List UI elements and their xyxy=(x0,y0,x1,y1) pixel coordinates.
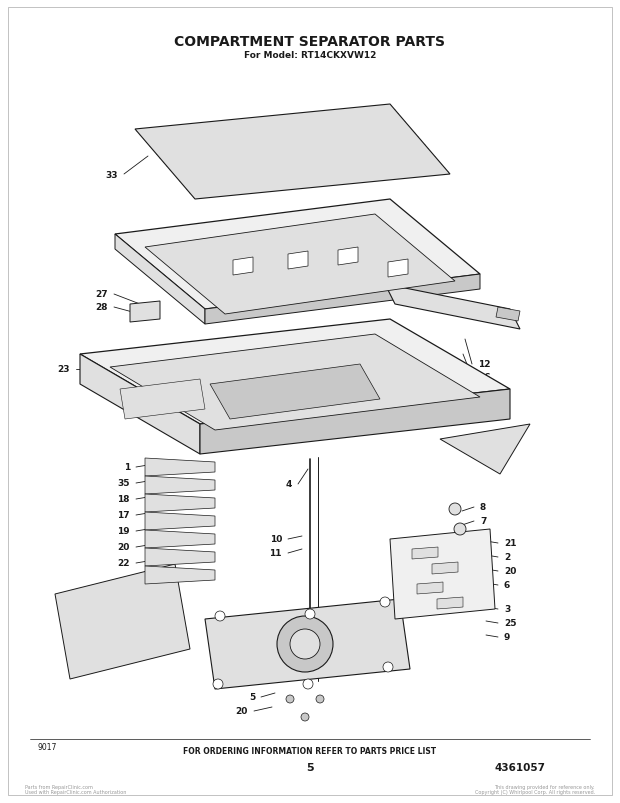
Text: 20: 20 xyxy=(504,567,516,576)
Polygon shape xyxy=(145,476,215,495)
Circle shape xyxy=(380,597,390,607)
Text: 3: 3 xyxy=(504,605,510,613)
Polygon shape xyxy=(145,459,215,476)
Text: COMPARTMENT SEPARATOR PARTS: COMPARTMENT SEPARATOR PARTS xyxy=(174,35,446,49)
Text: 33: 33 xyxy=(105,170,118,179)
Text: 18: 18 xyxy=(118,495,130,503)
Circle shape xyxy=(383,662,393,672)
Text: 7: 7 xyxy=(480,517,486,526)
Text: 12: 12 xyxy=(478,360,490,369)
Text: 9017: 9017 xyxy=(38,743,58,752)
Circle shape xyxy=(286,695,294,703)
Polygon shape xyxy=(385,284,520,329)
Polygon shape xyxy=(145,512,215,530)
Text: 4: 4 xyxy=(286,480,292,489)
Polygon shape xyxy=(338,247,358,266)
Text: 9: 9 xyxy=(504,633,510,642)
Text: 1: 1 xyxy=(124,463,130,472)
Polygon shape xyxy=(145,495,215,512)
Text: 21: 21 xyxy=(504,539,516,548)
Polygon shape xyxy=(412,548,438,560)
Polygon shape xyxy=(288,251,308,270)
Text: 19: 19 xyxy=(117,527,130,536)
Polygon shape xyxy=(145,530,215,548)
Polygon shape xyxy=(390,529,495,619)
Polygon shape xyxy=(80,320,510,425)
Polygon shape xyxy=(210,365,380,419)
Text: 16: 16 xyxy=(478,373,490,382)
Text: 35: 35 xyxy=(118,479,130,488)
Polygon shape xyxy=(130,302,160,323)
Circle shape xyxy=(277,616,333,672)
Text: 6: 6 xyxy=(504,581,510,589)
Text: 10: 10 xyxy=(270,535,282,544)
Polygon shape xyxy=(437,597,463,609)
Polygon shape xyxy=(110,335,480,430)
Text: Parts from RepairClinic.com
Used with RepairClinic.com Authorization: Parts from RepairClinic.com Used with Re… xyxy=(25,784,126,794)
Text: 11: 11 xyxy=(270,548,282,558)
Circle shape xyxy=(303,679,313,689)
Circle shape xyxy=(301,713,309,721)
Text: 25: 25 xyxy=(504,619,516,628)
Polygon shape xyxy=(432,562,458,574)
Text: 17: 17 xyxy=(117,511,130,520)
Text: This drawing provided for reference only.
Copyright (C) Whirlpool Corp. All righ: This drawing provided for reference only… xyxy=(475,784,595,794)
Polygon shape xyxy=(440,425,530,475)
Polygon shape xyxy=(200,389,510,454)
Text: 8: 8 xyxy=(480,503,486,512)
Polygon shape xyxy=(145,566,215,585)
Polygon shape xyxy=(115,200,480,310)
Text: 27: 27 xyxy=(95,290,108,300)
Text: 26: 26 xyxy=(498,435,510,444)
Polygon shape xyxy=(145,548,215,566)
Polygon shape xyxy=(145,214,455,315)
Text: 5: 5 xyxy=(249,693,255,702)
Text: 20: 20 xyxy=(118,543,130,552)
Text: 20: 20 xyxy=(236,707,248,715)
Text: 22: 22 xyxy=(118,559,130,568)
Circle shape xyxy=(316,695,324,703)
Polygon shape xyxy=(205,275,480,324)
Polygon shape xyxy=(55,565,190,679)
Text: 23: 23 xyxy=(58,365,70,374)
Text: 28: 28 xyxy=(95,303,108,312)
Text: 4361057: 4361057 xyxy=(495,762,546,772)
Text: For Model: RT14CKXVW12: For Model: RT14CKXVW12 xyxy=(244,51,376,59)
Text: ReplacementParts.com: ReplacementParts.com xyxy=(246,369,374,378)
Polygon shape xyxy=(135,105,450,200)
Polygon shape xyxy=(120,380,205,419)
Polygon shape xyxy=(115,234,205,324)
Text: 14: 14 xyxy=(498,449,511,458)
Circle shape xyxy=(290,630,320,659)
Polygon shape xyxy=(205,599,410,689)
Text: FOR ORDERING INFORMATION REFER TO PARTS PRICE LIST: FOR ORDERING INFORMATION REFER TO PARTS … xyxy=(184,747,436,756)
Polygon shape xyxy=(233,258,253,275)
Circle shape xyxy=(213,679,223,689)
Text: 2: 2 xyxy=(504,552,510,562)
Circle shape xyxy=(454,524,466,536)
Polygon shape xyxy=(388,259,408,278)
Circle shape xyxy=(305,609,315,619)
Text: 5: 5 xyxy=(306,762,314,772)
Polygon shape xyxy=(80,355,200,454)
Circle shape xyxy=(449,503,461,516)
Polygon shape xyxy=(496,308,520,321)
Circle shape xyxy=(215,611,225,622)
Polygon shape xyxy=(417,582,443,594)
